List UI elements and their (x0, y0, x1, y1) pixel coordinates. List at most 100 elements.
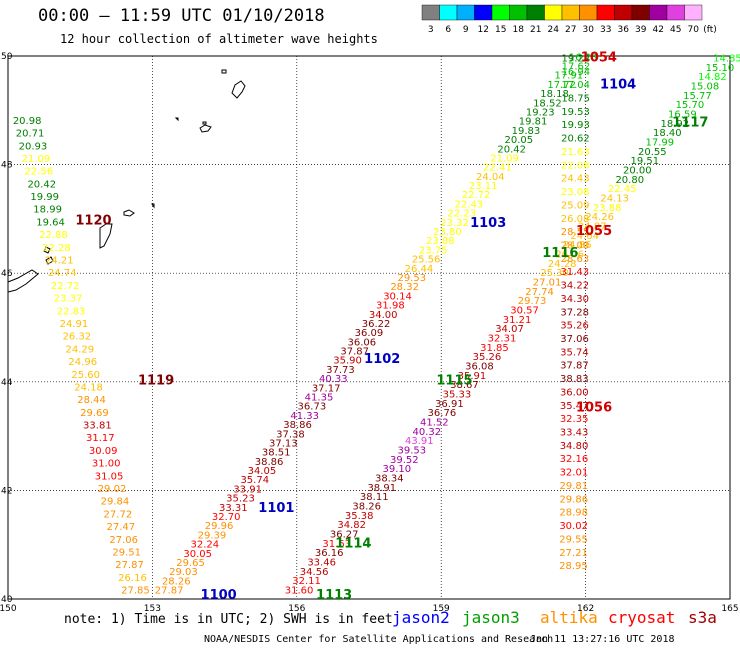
wave-height-label: 27.21 (559, 548, 588, 559)
wave-height-label: 29.53 (397, 273, 426, 284)
legend-label: 33 (600, 25, 611, 35)
wave-height-label: 23.88 (426, 236, 455, 247)
wave-height-label: 17.91 (554, 71, 583, 82)
wave-height-label: 24.21 (45, 256, 74, 267)
wave-height-label: 14.85 (713, 53, 740, 64)
wave-height-label: 15.08 (691, 81, 720, 92)
wave-height-label: 22.56 (25, 167, 54, 178)
legend-swatch-30 (579, 4, 598, 21)
lon-tick-label: 159 (433, 604, 450, 614)
legend-label: 24 (548, 25, 560, 35)
wave-height-label: 20.42 (497, 144, 526, 155)
legend-label: 12 (478, 25, 489, 35)
track-id-1114: 1114 (335, 536, 371, 551)
kuril-island-2 (221, 69, 227, 74)
wave-height-label: 25.60 (71, 370, 100, 381)
wave-height-label: 18.52 (533, 98, 562, 109)
wave-height-label: 22.08 (561, 160, 590, 171)
wave-height-label: 21.09 (490, 153, 519, 164)
legend-swatch-42 (649, 4, 668, 21)
legend-label: 15 (495, 25, 506, 35)
wave-height-label: 34.07 (495, 324, 524, 335)
track-id-1102: 1102 (364, 352, 400, 367)
legend-swatch-6 (439, 4, 458, 21)
wave-height-label: 34.22 (560, 281, 589, 292)
track-1101-1102-1103-1104: 27.8728.2629.0329.6530.0532.2429.3929.96… (155, 52, 598, 596)
lat-tick-label: 40 (1, 595, 13, 605)
wave-height-label: 32.35 (560, 414, 589, 425)
wave-height-label: 23.11 (469, 181, 498, 192)
kuril-island-10 (45, 256, 54, 265)
wave-height-label: 28.32 (390, 282, 419, 293)
wave-height-label: 27.85 (121, 586, 150, 597)
wave-height-label: 41.52 (420, 418, 449, 429)
wave-height-label: 28.44 (77, 395, 106, 406)
wave-height-label: 28.63 (561, 254, 590, 265)
lon-tick-label: 150 (0, 604, 17, 614)
lon-tick-label: 162 (577, 604, 594, 614)
wave-height-label: 26.08 (561, 214, 590, 225)
wave-height-label: 34.82 (337, 520, 366, 531)
wave-height-label: 19.64 (36, 217, 65, 228)
kuril-island-6 (151, 203, 155, 209)
wave-height-label: 22.41 (483, 163, 512, 174)
wave-height-label: 15.70 (676, 100, 705, 111)
legend-label: 3 (428, 25, 434, 35)
legend-label: 27 (565, 25, 576, 35)
wave-height-label: 20.98 (13, 116, 42, 127)
wave-height-label: 27.74 (525, 287, 554, 298)
wave-height-label: 34.56 (300, 567, 329, 578)
kuril-island-3 (199, 124, 212, 133)
wave-height-label: 27.47 (106, 522, 135, 533)
wave-height-label: 29.51 (112, 547, 141, 558)
wave-height-label: 20.05 (505, 135, 534, 146)
wave-height-label: 24.91 (60, 319, 89, 330)
altimeter-tracks: 20.9820.7120.9321.0922.5620.4219.9918.99… (13, 52, 740, 596)
wave-height-label: 15.77 (683, 91, 712, 102)
wave-height-label: 24.74 (48, 268, 77, 279)
footer-timestamp: Jan 11 13:27:16 UTC 2018 (530, 634, 675, 645)
wave-height-label: 19.51 (630, 156, 659, 167)
legend-unit: (ft) (703, 25, 717, 35)
legend-swatch-70 (684, 4, 703, 21)
wave-height-label: 37.87 (340, 347, 369, 358)
track-id-1054: 1054 (581, 50, 617, 65)
wave-height-label: 20.00 (623, 165, 652, 176)
legend-label: 42 (653, 25, 664, 35)
wave-height-label: 16.94 (561, 67, 590, 78)
wave-height-label: 41.35 (305, 393, 334, 404)
satellite-cryosat: cryosat (608, 608, 676, 627)
wave-height-label: 33.31 (219, 503, 248, 514)
wave-height-label: 36.00 (560, 387, 589, 398)
wave-height-label: 28.26 (162, 576, 191, 587)
kuril-island-9 (43, 246, 51, 254)
wave-height-label: 23.80 (433, 227, 462, 238)
wave-height-label: 32.16 (560, 454, 589, 465)
wave-height-label: 38.91 (367, 483, 396, 494)
wave-height-label: 35.23 (226, 494, 255, 505)
wave-height-label: 25.56 (412, 255, 441, 266)
wave-height-label: 28.95 (559, 561, 588, 572)
kuril-island-5 (174, 117, 179, 122)
wave-height-label: 34.05 (248, 466, 277, 477)
legend-swatch-36 (614, 4, 633, 21)
coastline (7, 69, 246, 293)
lon-tick-label: 153 (144, 604, 161, 614)
wave-height-label: 29.73 (518, 296, 547, 307)
wave-height-label: 14.82 (698, 72, 727, 83)
wave-height-label: 35.90 (333, 356, 362, 367)
track-id-1101: 1101 (258, 501, 294, 516)
legend-swatch-33 (596, 4, 615, 21)
wave-height-label: 37.38 (276, 429, 305, 440)
lat-lon-grid: 150 153 156 159 162 165 50 48 46 44 42 40 (0, 52, 739, 614)
wave-height-label: 24.29 (65, 344, 94, 355)
legend-label: 18 (513, 25, 525, 35)
wave-height-label: 30.57 (510, 305, 539, 316)
wave-height-label: 28.00 (561, 240, 590, 251)
wave-height-label: 38.11 (360, 492, 389, 503)
track-identifiers: 1054 1104 1117 1120 1103 1055 1116 1102 1119 1115… (75, 50, 708, 603)
wave-height-label: 34.30 (560, 294, 589, 305)
wave-height-label: 18.99 (33, 205, 62, 216)
wave-height-label: 24.86 (563, 240, 592, 251)
